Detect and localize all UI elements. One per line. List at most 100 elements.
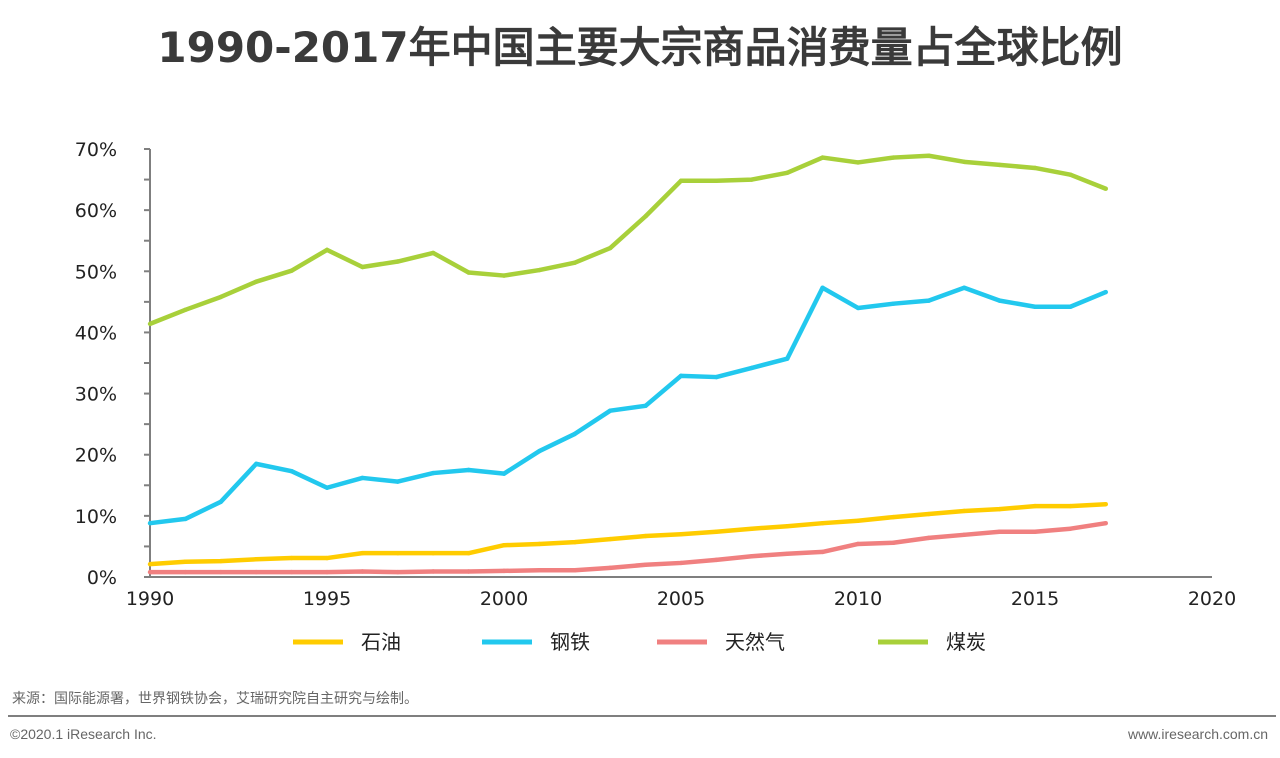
data-point xyxy=(749,526,754,531)
data-point xyxy=(183,516,188,522)
data-point xyxy=(572,431,577,437)
data-point xyxy=(608,536,613,542)
series-line-2 xyxy=(150,520,1107,575)
data-point xyxy=(678,178,684,183)
data-point xyxy=(855,160,861,165)
data-point xyxy=(678,560,684,566)
data-point xyxy=(820,520,825,526)
data-point xyxy=(431,470,436,476)
data-point xyxy=(997,162,1002,168)
series-line-3 xyxy=(149,153,1107,326)
data-point xyxy=(572,539,577,545)
x-tick-label: 2010 xyxy=(834,588,882,610)
y-tick-label: 50% xyxy=(75,261,117,283)
data-point xyxy=(183,569,188,575)
data-point xyxy=(1103,289,1109,295)
data-point xyxy=(1068,304,1073,309)
data-point xyxy=(1103,520,1109,526)
data-point xyxy=(537,568,542,573)
legend-label-1: 钢铁 xyxy=(550,630,590,654)
data-point xyxy=(431,250,436,256)
data-point xyxy=(360,550,365,556)
data-point xyxy=(289,569,294,575)
x-tick-label: 1995 xyxy=(303,588,351,610)
data-point xyxy=(537,541,542,547)
data-point xyxy=(926,535,931,541)
data-point xyxy=(997,298,1002,303)
data-point xyxy=(218,558,223,564)
data-point xyxy=(466,550,471,556)
y-tick-label: 30% xyxy=(75,384,117,406)
data-point xyxy=(997,506,1002,512)
x-tick-label: 2005 xyxy=(657,588,705,610)
y-tick-label: 20% xyxy=(75,445,117,467)
data-point xyxy=(218,499,223,504)
data-point xyxy=(997,529,1002,534)
x-tick-label: 2020 xyxy=(1188,588,1236,610)
data-point xyxy=(466,270,471,275)
data-point xyxy=(147,321,153,327)
y-tick-label: 40% xyxy=(75,322,117,344)
data-point xyxy=(218,569,223,575)
data-point xyxy=(926,153,931,158)
data-point xyxy=(714,557,719,563)
data-point xyxy=(891,155,896,160)
data-point xyxy=(147,561,153,567)
data-point xyxy=(572,260,577,265)
data-point xyxy=(572,568,577,573)
data-point xyxy=(820,155,825,160)
data-point xyxy=(147,569,153,575)
data-point xyxy=(962,285,967,290)
data-point xyxy=(608,408,613,413)
data-point xyxy=(891,301,896,306)
data-point xyxy=(785,524,790,529)
source-note: 来源：国际能源署，世界钢铁协会，艾瑞研究院自主研究与绘制。 xyxy=(12,691,418,707)
data-point xyxy=(254,279,259,284)
data-point xyxy=(501,568,507,574)
data-point xyxy=(360,264,365,270)
data-point xyxy=(855,541,861,547)
data-point xyxy=(962,532,967,538)
data-point xyxy=(1032,304,1038,309)
data-point xyxy=(1068,526,1073,531)
data-point xyxy=(324,569,330,575)
data-point xyxy=(1103,186,1109,191)
data-point xyxy=(289,469,294,474)
chart-title: 1990-2017年中国主要大宗商品消费量占全球比例 xyxy=(157,23,1123,72)
data-point xyxy=(678,532,684,537)
line-chart: 0% 10% 20% 30% 40% 50% 60% 70% 1990 1995 2000 2005 2… xyxy=(75,139,1236,654)
y-tick-label: 10% xyxy=(75,506,117,528)
data-point xyxy=(820,549,825,555)
data-point xyxy=(254,569,259,575)
data-point xyxy=(537,267,542,273)
data-point xyxy=(714,529,719,534)
legend-label-2: 天然气 xyxy=(725,630,785,654)
data-point xyxy=(1068,503,1073,509)
data-point xyxy=(147,520,153,526)
legend-label-3: 煤炭 xyxy=(946,630,986,654)
data-point xyxy=(360,475,365,481)
data-point xyxy=(1103,502,1109,507)
data-point xyxy=(360,569,365,574)
data-point xyxy=(785,551,790,556)
data-point xyxy=(501,273,507,278)
data-point xyxy=(926,511,931,517)
x-tick-label: 2000 xyxy=(480,588,528,610)
data-point xyxy=(749,554,754,559)
data-point xyxy=(395,550,400,556)
data-point xyxy=(608,565,613,571)
data-point xyxy=(891,514,896,520)
data-point xyxy=(855,518,861,523)
data-point xyxy=(466,569,471,574)
data-point xyxy=(501,543,507,548)
data-point xyxy=(324,247,330,253)
data-point xyxy=(431,550,436,556)
data-point xyxy=(820,285,825,290)
data-point xyxy=(962,159,967,165)
data-point xyxy=(714,178,719,183)
series-line-1 xyxy=(149,285,1107,526)
data-point xyxy=(678,373,684,379)
data-point xyxy=(785,356,790,361)
website-link[interactable]: www.iresearch.com.cn xyxy=(1127,726,1268,742)
x-tick-label: 1990 xyxy=(126,588,174,610)
